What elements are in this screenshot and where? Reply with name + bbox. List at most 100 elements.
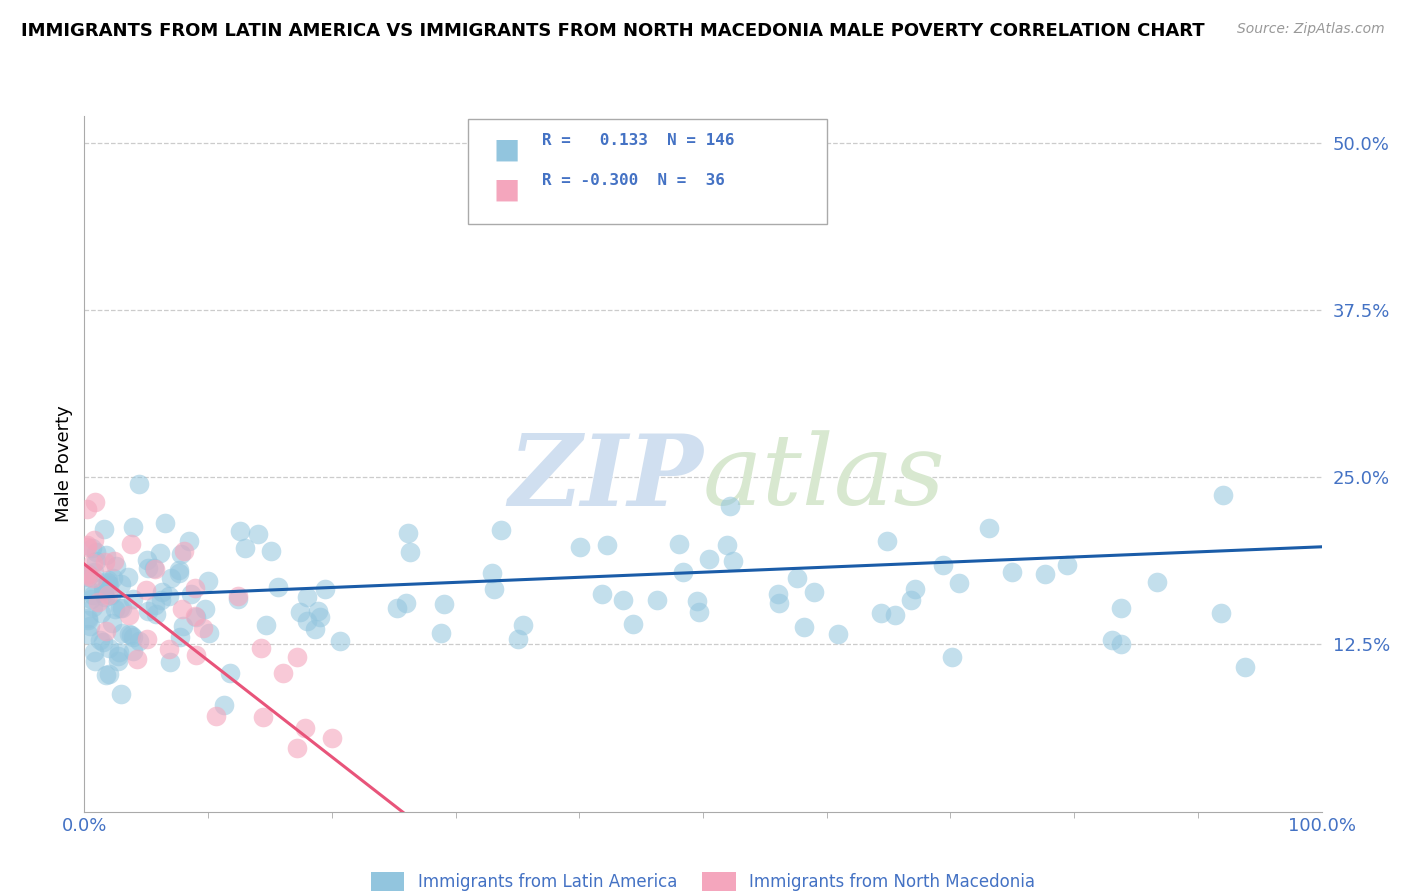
Point — [768, 596, 790, 610]
Point — [86, 554, 108, 568]
FancyBboxPatch shape — [468, 120, 827, 224]
Point — [254, 618, 277, 632]
Point — [718, 500, 741, 514]
Point — [668, 537, 690, 551]
Point — [100, 588, 122, 602]
Point — [179, 533, 201, 548]
Point — [1109, 600, 1132, 615]
Point — [645, 593, 668, 607]
Point — [110, 687, 132, 701]
Point — [77, 583, 100, 598]
Text: R = -0.300  N =  36: R = -0.300 N = 36 — [543, 173, 725, 188]
Point — [167, 566, 190, 580]
Point — [83, 645, 105, 659]
Point — [948, 576, 970, 591]
Point — [157, 589, 180, 603]
Point — [235, 541, 257, 555]
Point — [183, 581, 205, 595]
Point — [120, 628, 142, 642]
Point — [97, 641, 120, 656]
Point — [159, 641, 181, 656]
Point — [150, 584, 173, 599]
Point — [433, 597, 456, 611]
Point — [250, 641, 273, 656]
Point — [82, 556, 104, 570]
Point — [621, 617, 644, 632]
Legend: Immigrants from Latin America, Immigrants from North Macedonia: Immigrants from Latin America, Immigrant… — [364, 865, 1042, 892]
Point — [172, 618, 194, 632]
Point — [91, 584, 114, 599]
Point — [307, 604, 329, 618]
Point — [103, 554, 125, 568]
Point — [94, 624, 117, 639]
Point — [111, 626, 134, 640]
Point — [87, 595, 110, 609]
Point — [93, 587, 115, 601]
Point — [101, 615, 124, 630]
Point — [1000, 565, 1022, 579]
Text: ZIP: ZIP — [508, 430, 703, 526]
Point — [273, 666, 295, 681]
Point — [786, 571, 808, 585]
Text: R =   0.133  N = 146: R = 0.133 N = 146 — [543, 134, 735, 148]
Point — [143, 599, 166, 613]
Point — [218, 665, 240, 680]
Point — [1146, 574, 1168, 589]
Point — [89, 632, 111, 647]
Point — [328, 634, 350, 648]
Point — [107, 648, 129, 663]
Point — [186, 648, 208, 662]
Point — [506, 632, 529, 646]
Point — [110, 600, 132, 615]
Point — [136, 604, 159, 618]
Point — [96, 574, 118, 588]
Point — [128, 633, 150, 648]
Point — [159, 656, 181, 670]
Point — [97, 576, 120, 591]
Point — [183, 609, 205, 624]
Point — [489, 524, 512, 538]
Point — [180, 586, 202, 600]
Point — [84, 544, 107, 558]
Point — [198, 626, 221, 640]
Point — [90, 606, 112, 620]
Point — [430, 626, 453, 640]
Point — [396, 526, 419, 541]
Point — [688, 605, 710, 619]
Point — [97, 588, 120, 602]
Point — [1209, 606, 1232, 620]
Point — [121, 592, 143, 607]
Point — [96, 575, 118, 590]
Point — [267, 580, 290, 594]
Point — [121, 644, 143, 658]
Point — [160, 572, 183, 586]
Point — [117, 570, 139, 584]
Text: ■: ■ — [494, 136, 520, 163]
Point — [94, 590, 117, 604]
Point — [1033, 566, 1056, 581]
Point — [82, 588, 104, 602]
Point — [617, 202, 640, 217]
Point — [883, 608, 905, 623]
Point — [76, 566, 98, 581]
Point — [1101, 633, 1123, 648]
Point — [204, 708, 226, 723]
Y-axis label: Male Poverty: Male Poverty — [55, 406, 73, 522]
Point — [686, 593, 709, 607]
Point — [145, 607, 167, 621]
Point — [77, 627, 100, 641]
Point — [226, 590, 249, 604]
Point — [193, 621, 215, 635]
Point — [136, 552, 159, 566]
Text: ■: ■ — [494, 175, 520, 203]
Point — [482, 582, 505, 596]
Point — [321, 731, 343, 745]
Point — [591, 587, 613, 601]
Point — [76, 538, 98, 552]
Point — [252, 710, 274, 724]
Point — [481, 566, 503, 580]
Point — [82, 571, 104, 585]
Point — [155, 516, 177, 530]
Point — [186, 609, 208, 624]
Point — [247, 526, 270, 541]
